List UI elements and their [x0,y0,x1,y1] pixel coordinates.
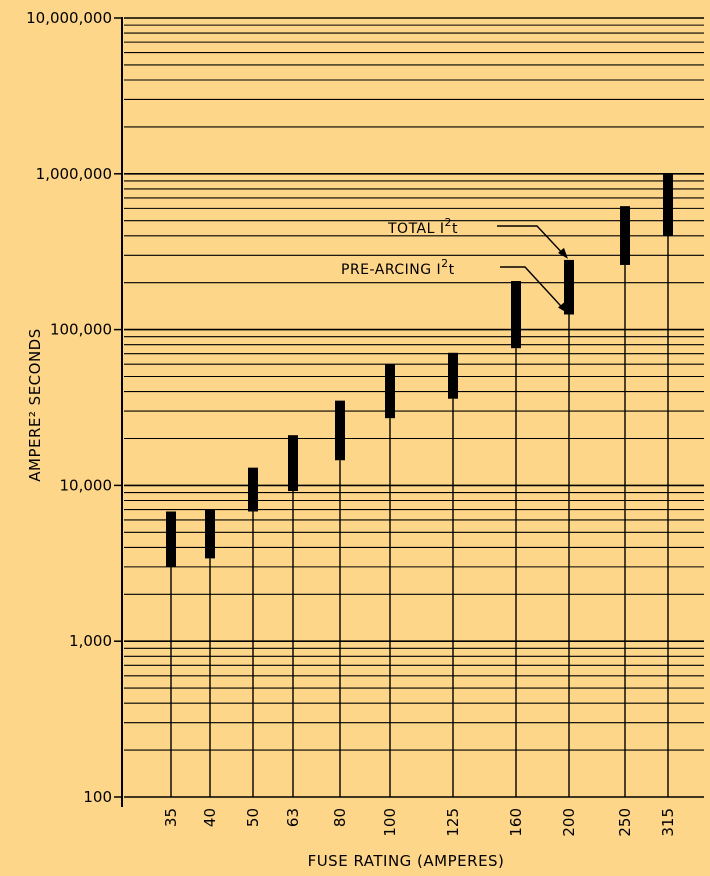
range-bar [335,400,345,461]
range-bar [288,435,298,492]
leader-line-pre-arcing [500,266,566,311]
range-bars [166,174,673,567]
range-bar [620,206,630,265]
range-bar [663,174,673,236]
x-tick-label: 35 [162,808,180,827]
y-axis-title: AMPERE² SECONDS [26,328,44,481]
range-bar [564,259,574,315]
axes [114,17,123,807]
x-tick-label: 200 [560,808,578,837]
annotation-total: TOTAL I2t [387,216,458,237]
y-tick-label: 10,000,000 [26,9,112,27]
range-bar [166,511,176,567]
y-tick-label: 10,000 [60,476,113,494]
range-bar [248,467,258,512]
range-bar [385,364,395,419]
bar-stems [170,235,669,797]
tick-labels: 100 1,000 10,000 100,000 1,000,000 10,000,000… [26,9,677,837]
leader-arrowhead-total [558,247,568,259]
annotations: TOTAL I2t PRE-ARCING I2t [341,216,568,314]
x-tick-label: 315 [659,808,677,837]
x-tick-label: 50 [244,808,262,827]
x-tick-label: 125 [444,808,462,837]
range-bar [205,509,215,559]
leader-line-total [497,225,566,257]
y-tick-label: 1,000 [69,632,112,650]
annotation-pre-arcing: PRE-ARCING I2t [341,257,455,278]
x-tick-label: 100 [381,808,399,837]
gridlines [124,17,704,798]
x-tick-label: 160 [507,808,525,837]
y-tick-label: 100 [83,788,112,806]
range-bar [448,352,458,399]
x-tick-label: 80 [331,808,349,827]
range-bar [511,281,521,349]
y-tick-label: 100,000 [50,321,112,339]
y-tick-label: 1,000,000 [36,165,112,183]
x-tick-label: 250 [616,808,634,837]
x-tick-label: 40 [201,808,219,827]
x-tick-label: 63 [284,808,302,827]
x-axis-title: FUSE RATING (AMPERES) [308,852,505,870]
leader-arrowhead-pre-arcing [558,302,568,314]
